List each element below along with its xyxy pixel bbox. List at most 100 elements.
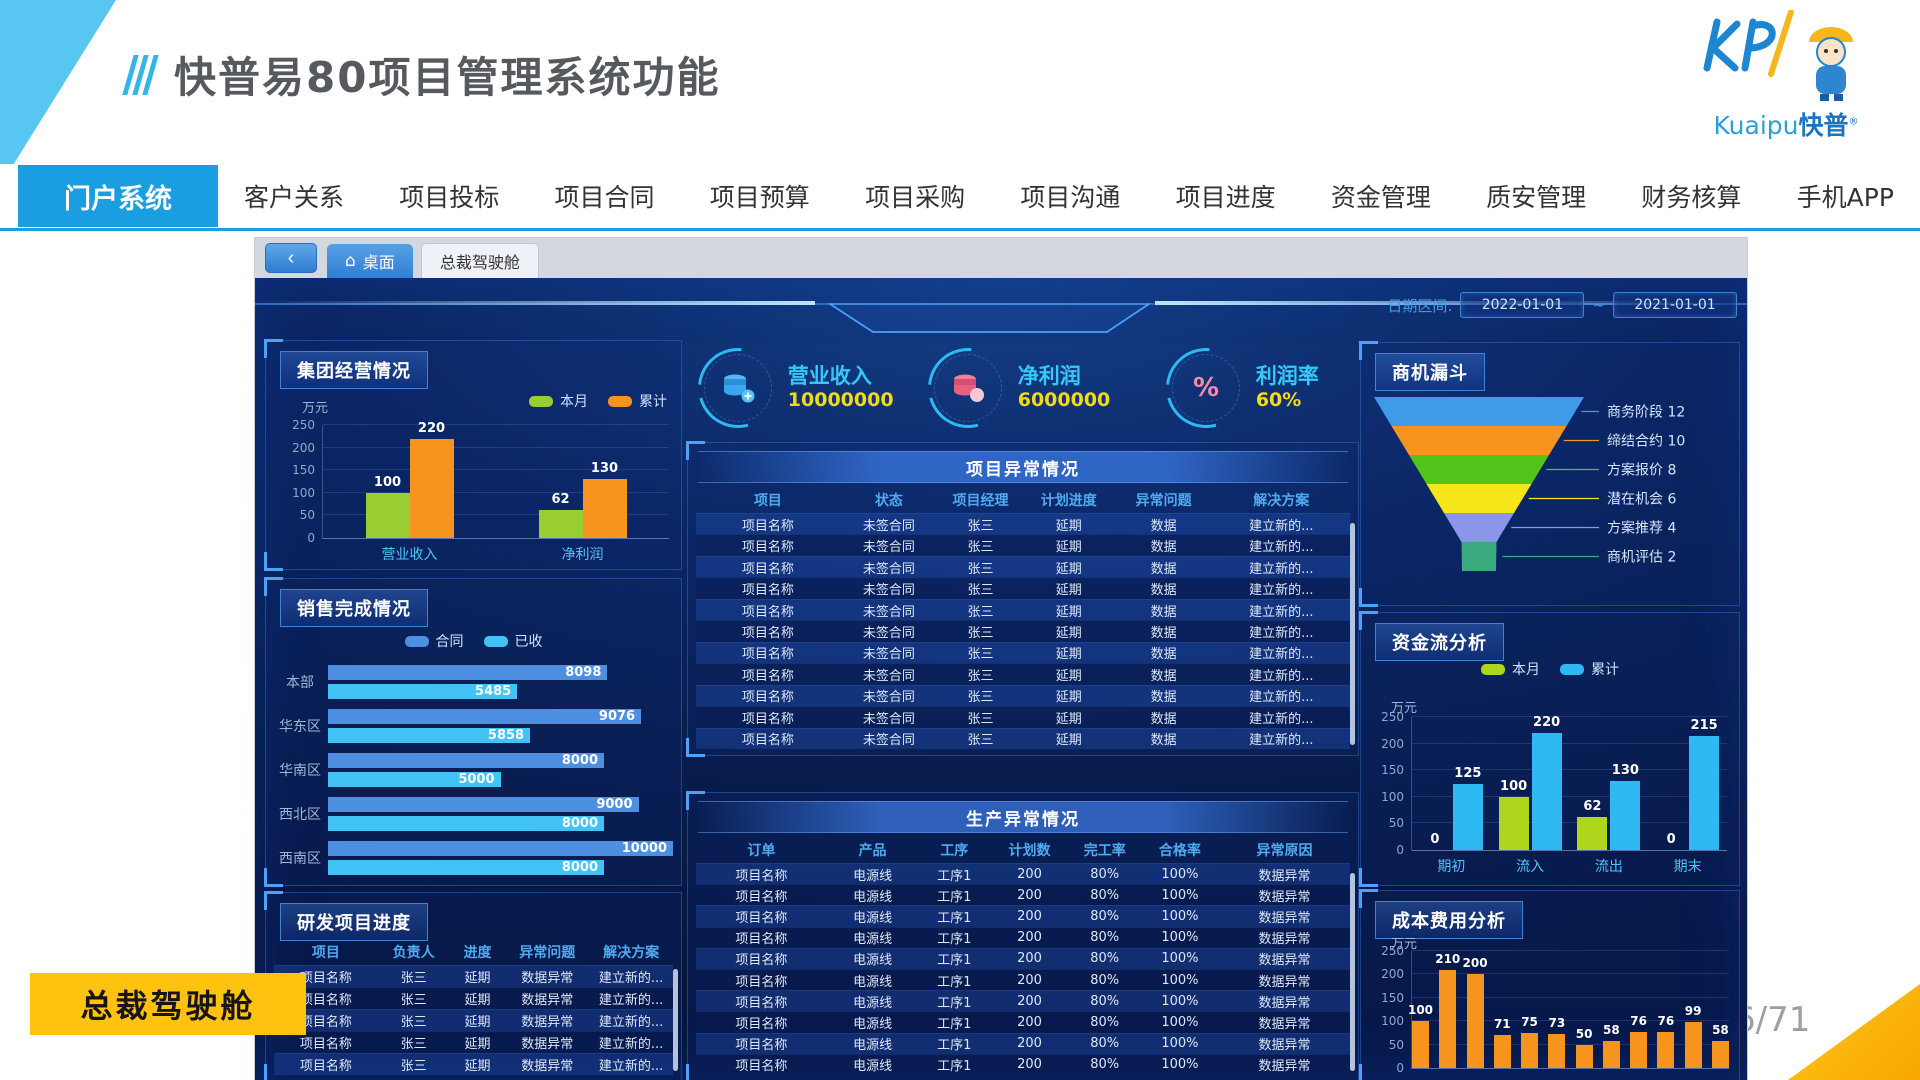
nav-item-financial-accounting[interactable]: 财务核算: [1641, 183, 1742, 212]
table-row[interactable]: 项目名称 未签合同 张三 延期 数据 建立新的...: [696, 577, 1350, 599]
date-start-input[interactable]: 2022-01-01: [1460, 292, 1585, 318]
table-row[interactable]: 项目名称 未签合同 张三 延期 数据 建立新的...: [696, 706, 1350, 728]
tab-cockpit[interactable]: 总裁驾驶舱: [420, 243, 539, 278]
legend-item[interactable]: 已收: [483, 631, 543, 651]
table-row[interactable]: 项目名称 电源线 工序1 200 80% 100% 数据异常: [696, 947, 1350, 970]
table-cell: 建立新的...: [1249, 583, 1314, 599]
table-row[interactable]: 项目名称 未签合同 张三 延期 数据 建立新的...: [696, 513, 1350, 535]
table-header-cell: 解决方案: [603, 945, 660, 961]
table-row[interactable]: 项目名称 电源线 工序1 200 80% 100% 数据异常: [696, 1032, 1350, 1054]
bar-value-label: 0: [1430, 832, 1440, 847]
table-cell: 100%: [1161, 972, 1199, 988]
gridline: [1412, 716, 1727, 717]
table-row[interactable]: 项目名称 电源线 工序1 200 80% 100% 数据异常: [696, 1053, 1350, 1076]
tab-desktop[interactable]: ⌂ 桌面: [327, 244, 413, 278]
legend-swatch: [483, 635, 508, 647]
table-cell: 工序1: [937, 868, 972, 884]
table-row[interactable]: 项目名称 电源线 工序1 200 80% 100% 数据异常: [696, 1011, 1350, 1033]
date-end-input[interactable]: 2021-01-01: [1613, 292, 1737, 318]
gridline: [1412, 1020, 1729, 1022]
kpi-text: 利润率 60%: [1256, 363, 1319, 413]
table-row[interactable]: 项目名称 未签合同 张三 延期 数据 建立新的...: [696, 663, 1350, 685]
table-cell: 项目名称: [735, 932, 788, 948]
legend-item[interactable]: 本月: [1481, 659, 1540, 679]
table-row[interactable]: 项目名称 未签合同 张三 延期 数据 建立新的...: [696, 598, 1350, 621]
sales-row: 西南区 10000 8000: [272, 841, 673, 875]
gridline: [323, 514, 669, 516]
nav-item-project-contract[interactable]: 项目合同: [554, 183, 655, 212]
table-header-row: 订单 产品 工序 计划数 完工率 合格率 异常原因: [696, 837, 1350, 863]
nav-item-project-budget[interactable]: 项目预算: [709, 183, 810, 212]
table-cell: 延期: [1055, 690, 1082, 706]
legend-item[interactable]: 累计: [608, 391, 667, 411]
table-row[interactable]: 项目名称 未签合同 张三 延期 数据 建立新的...: [696, 727, 1350, 749]
nav-item-mobile-app[interactable]: 手机APP: [1796, 183, 1894, 212]
kpi-value: 10000000: [787, 389, 894, 412]
table-cell: 项目名称: [299, 971, 352, 986]
kuaipu-logo-text: Kuaipu快普®: [1713, 111, 1859, 140]
panel-title: 集团经营情况: [280, 351, 428, 389]
table-cell: 数据: [1150, 733, 1177, 749]
table-row[interactable]: 项目名称 未签合同 张三 延期 数据 建立新的...: [696, 534, 1350, 556]
scrollbar[interactable]: [1350, 523, 1355, 745]
table-row[interactable]: 项目名称 电源线 工序1 200 80% 100% 数据异常: [696, 969, 1350, 991]
scrollbar[interactable]: [673, 969, 678, 1071]
legend-item[interactable]: 合同: [404, 631, 464, 651]
sales-bar-contract: 8000: [328, 753, 604, 768]
legend-item[interactable]: 累计: [1560, 659, 1619, 679]
nav-item-project-bidding[interactable]: 项目投标: [399, 183, 500, 212]
legend-label: 合同: [435, 634, 464, 650]
back-button[interactable]: ‹: [265, 243, 317, 273]
table-row[interactable]: 项目名称 张三 延期 数据异常 建立新的...: [274, 1053, 673, 1075]
table-row[interactable]: 项目名称 张三 延期 数据异常 建立新的...: [274, 1031, 673, 1053]
bar-value-label: 100: [373, 474, 402, 490]
legend-swatch: [529, 395, 553, 407]
dashboard-window: ‹ ⌂ 桌面 总裁驾驶舱 日期区间: 2022-01-01 ~: [255, 238, 1747, 1080]
nav-item-customer-relations[interactable]: 客户关系: [244, 183, 345, 212]
table-row[interactable]: 项目名称 电源线 工序1 200 80% 100% 数据异常: [696, 990, 1350, 1012]
table-row[interactable]: 项目名称 电源线 工序1 200 80% 100% 数据异常: [696, 884, 1350, 906]
table-cell: 项目名称: [741, 711, 794, 727]
table-row[interactable]: 项目名称 未签合同 张三 延期 数据 建立新的...: [696, 620, 1350, 642]
panel-title: 研发项目进度: [280, 903, 428, 941]
table-row[interactable]: 项目名称 张三 延期 数据异常 建立新的...: [274, 987, 673, 1009]
table-cell: 数据: [1150, 625, 1177, 641]
table-cell: 电源线: [853, 1017, 893, 1033]
y-tick: 100: [292, 485, 315, 500]
nav-item-fund-management[interactable]: 资金管理: [1330, 183, 1431, 212]
scrollbar[interactable]: [1350, 873, 1355, 1071]
table-row[interactable]: 项目名称 未签合同 张三 延期 数据 建立新的...: [696, 684, 1350, 707]
sales-bar-value: 9076: [598, 709, 636, 724]
panel-group-operations: 集团经营情况 本月 累计 万元 250 200 150 100 50 0 100 220 营业收入 62…: [264, 339, 682, 571]
table-cell: 80%: [1090, 993, 1120, 1009]
table-row[interactable]: 项目名称 未签合同 张三 延期 数据 建立新的...: [696, 641, 1350, 664]
table-cell: 80%: [1090, 1036, 1120, 1052]
table-row[interactable]: 项目名称 张三 延期 数据异常 建立新的...: [274, 1009, 673, 1031]
table-row[interactable]: 项目名称 电源线 工序1 200 80% 100% 数据异常: [696, 926, 1350, 948]
cost-bar-8: 76: [1630, 1014, 1648, 1068]
sales-bar-contract: 9076: [328, 709, 642, 724]
sales-bar-value: 9000: [596, 797, 633, 812]
table-cell: 数据异常: [1258, 974, 1311, 990]
table-row[interactable]: 项目名称 张三 延期 数据异常 建立新的...: [274, 965, 673, 987]
bar-value-label: 100: [1407, 1003, 1434, 1018]
sales-bar-contract: 9000: [328, 797, 639, 812]
nav-item-portal-system[interactable]: 门户系统: [18, 165, 218, 227]
table-row[interactable]: 项目名称 电源线 工序1 200 80% 100% 数据异常: [696, 863, 1350, 885]
table-row[interactable]: 项目名称 未签合同 张三 延期 数据 建立新的...: [696, 555, 1350, 578]
legend-item[interactable]: 本月: [529, 391, 588, 411]
table-row[interactable]: 项目名称 电源线 工序1 200 80% 100% 数据异常: [696, 905, 1350, 927]
dashboard-tabbar: ‹ ⌂ 桌面 总裁驾驶舱: [255, 238, 1747, 278]
nav-item-quality-safety[interactable]: 质安管理: [1486, 183, 1587, 212]
gridline: [323, 491, 669, 493]
table-cell: 张三: [967, 647, 994, 663]
table-cell: 张三: [967, 604, 994, 620]
legend-label: 累计: [639, 394, 667, 410]
table-cell: 张三: [967, 668, 994, 684]
table-cell: 项目名称: [299, 1059, 352, 1074]
nav-item-project-communication[interactable]: 项目沟通: [1020, 183, 1121, 212]
bar-value-label: 73: [1548, 1015, 1566, 1030]
bar: 220: [1531, 715, 1562, 850]
nav-item-project-progress[interactable]: 项目进度: [1175, 183, 1276, 212]
nav-item-project-procurement[interactable]: 项目采购: [865, 183, 966, 212]
